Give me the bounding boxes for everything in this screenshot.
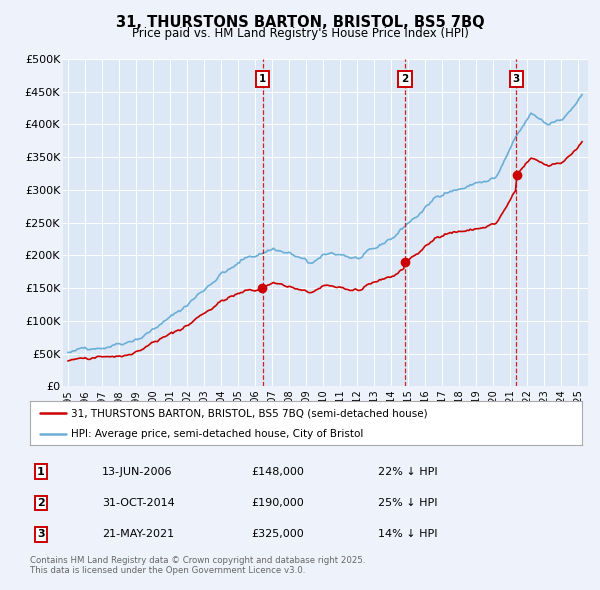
Text: 25% ↓ HPI: 25% ↓ HPI <box>378 498 437 508</box>
Text: Contains HM Land Registry data © Crown copyright and database right 2025.
This d: Contains HM Land Registry data © Crown c… <box>30 556 365 575</box>
Text: 13-JUN-2006: 13-JUN-2006 <box>102 467 172 477</box>
Text: £325,000: £325,000 <box>251 529 304 539</box>
Text: 2: 2 <box>401 74 409 84</box>
Text: 31-OCT-2014: 31-OCT-2014 <box>102 498 175 508</box>
Text: 3: 3 <box>37 529 45 539</box>
Text: 22% ↓ HPI: 22% ↓ HPI <box>378 467 437 477</box>
Text: 3: 3 <box>512 74 520 84</box>
Text: 21-MAY-2021: 21-MAY-2021 <box>102 529 174 539</box>
Text: Price paid vs. HM Land Registry's House Price Index (HPI): Price paid vs. HM Land Registry's House … <box>131 27 469 40</box>
Text: 31, THURSTONS BARTON, BRISTOL, BS5 7BQ (semi-detached house): 31, THURSTONS BARTON, BRISTOL, BS5 7BQ (… <box>71 408 428 418</box>
Text: £148,000: £148,000 <box>251 467 304 477</box>
Text: 1: 1 <box>259 74 266 84</box>
Text: 2: 2 <box>37 498 45 508</box>
Text: HPI: Average price, semi-detached house, City of Bristol: HPI: Average price, semi-detached house,… <box>71 428 364 438</box>
Text: 1: 1 <box>37 467 45 477</box>
Text: £190,000: £190,000 <box>251 498 304 508</box>
Text: 14% ↓ HPI: 14% ↓ HPI <box>378 529 437 539</box>
Text: 31, THURSTONS BARTON, BRISTOL, BS5 7BQ: 31, THURSTONS BARTON, BRISTOL, BS5 7BQ <box>116 15 484 30</box>
